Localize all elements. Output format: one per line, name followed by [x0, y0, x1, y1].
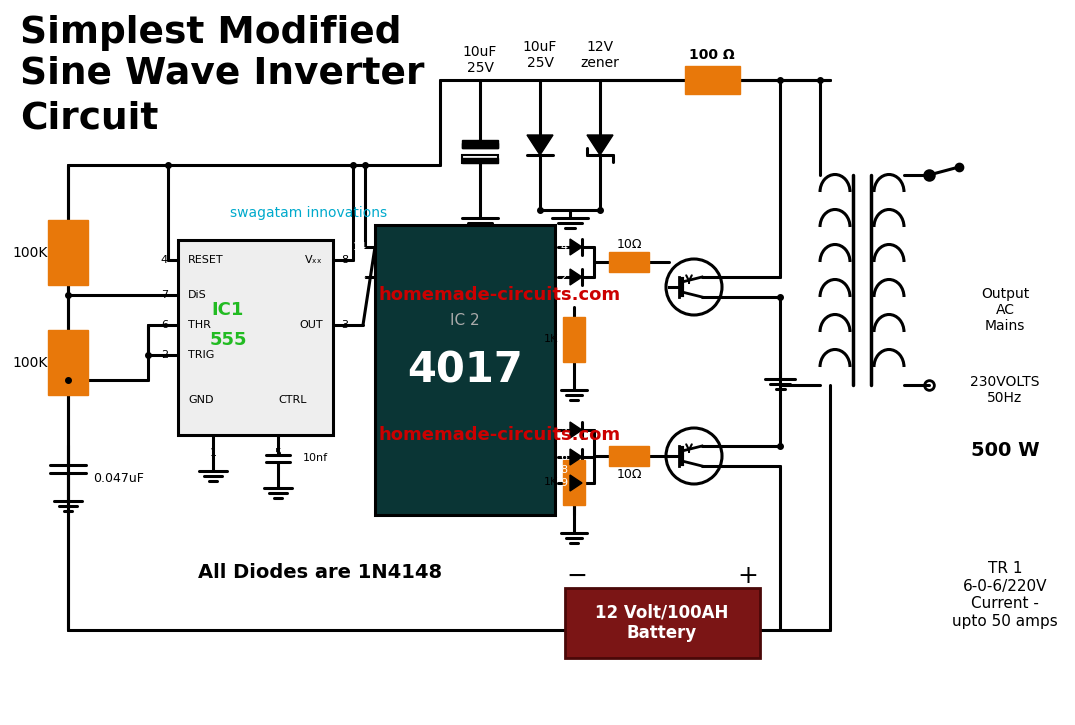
Text: 230VOLTS
50Hz: 230VOLTS 50Hz	[971, 375, 1040, 405]
Text: 100K: 100K	[12, 246, 47, 260]
Bar	[462, 155, 498, 163]
Text: 5: 5	[560, 425, 567, 435]
Text: homemade-circuits.com: homemade-circuits.com	[379, 286, 621, 304]
Bar	[610, 446, 649, 466]
Text: 8: 8	[341, 255, 348, 265]
Text: +: +	[737, 564, 759, 588]
Text: 100 Ω: 100 Ω	[689, 48, 735, 62]
Text: 15: 15	[353, 445, 367, 455]
Bar	[610, 252, 649, 272]
Text: 10Ω: 10Ω	[616, 468, 642, 481]
Text: 7: 7	[161, 290, 168, 300]
Bar	[48, 220, 88, 285]
Text: 12V
zener: 12V zener	[580, 40, 619, 70]
Text: 500 W: 500 W	[971, 441, 1040, 460]
Text: Output
AC
Mains: Output AC Mains	[980, 287, 1029, 334]
Text: −: −	[567, 564, 588, 588]
Text: IC1: IC1	[212, 301, 244, 319]
Bar	[462, 143, 498, 148]
Text: 16: 16	[353, 272, 367, 282]
Text: Simplest Modified: Simplest Modified	[20, 15, 401, 51]
Text: RESET: RESET	[188, 255, 224, 265]
Text: Vₓₓ: Vₓₓ	[305, 255, 322, 265]
Polygon shape	[570, 239, 582, 255]
Text: 1K: 1K	[544, 334, 558, 344]
Text: 6: 6	[560, 452, 567, 462]
Polygon shape	[570, 422, 582, 438]
Text: 10uF
25V: 10uF 25V	[522, 40, 557, 70]
Bar	[375, 225, 555, 515]
Text: homemade-circuits.com: homemade-circuits.com	[379, 426, 621, 444]
Text: 0.047uF: 0.047uF	[94, 473, 144, 486]
Text: 5: 5	[274, 448, 282, 458]
Text: 14: 14	[353, 242, 367, 252]
Text: TRIG: TRIG	[188, 350, 214, 360]
Polygon shape	[570, 449, 582, 465]
Text: TR 1
6-0-6/220V
Current -
upto 50 amps: TR 1 6-0-6/220V Current - upto 50 amps	[952, 561, 1058, 629]
Bar	[563, 317, 585, 362]
Text: IC 2: IC 2	[450, 312, 479, 328]
Text: 12 Volt/100AH
Battery: 12 Volt/100AH Battery	[596, 604, 729, 642]
Text: Circuit: Circuit	[20, 100, 158, 136]
Text: DiS: DiS	[188, 290, 206, 300]
Text: swagatam innovations: swagatam innovations	[230, 206, 387, 220]
Text: 2: 2	[560, 272, 568, 282]
Polygon shape	[570, 475, 582, 491]
Text: CTRL: CTRL	[278, 395, 306, 405]
Text: 2: 2	[161, 350, 168, 360]
Text: 1: 1	[210, 448, 216, 458]
Bar	[462, 158, 498, 163]
Bar	[685, 66, 740, 94]
Bar	[48, 330, 88, 395]
Text: 10uF
25V: 10uF 25V	[463, 45, 497, 75]
Text: 4: 4	[560, 242, 568, 252]
Text: THR: THR	[188, 320, 211, 330]
Bar	[462, 140, 498, 148]
Text: 9: 9	[560, 478, 568, 488]
Text: 6: 6	[161, 320, 168, 330]
Text: OUT: OUT	[299, 320, 322, 330]
Text: 4017: 4017	[407, 349, 522, 391]
Text: 10Ω: 10Ω	[616, 238, 642, 251]
Text: GND: GND	[188, 395, 214, 405]
Polygon shape	[527, 135, 553, 155]
Text: Sine Wave Inverter: Sine Wave Inverter	[20, 55, 425, 91]
Bar	[178, 240, 333, 435]
Text: 10nf: 10nf	[303, 453, 328, 463]
Text: 7: 7	[560, 302, 568, 312]
Polygon shape	[587, 135, 613, 155]
Text: 3: 3	[341, 320, 348, 330]
Text: 1K: 1K	[544, 477, 558, 487]
Text: 100K: 100K	[12, 356, 47, 370]
Text: 8: 8	[560, 465, 568, 475]
Text: 13: 13	[353, 478, 367, 488]
Bar	[563, 460, 585, 505]
Text: 4: 4	[161, 255, 168, 265]
Bar	[565, 588, 760, 658]
Text: All Diodes are 1N4148: All Diodes are 1N4148	[198, 563, 442, 581]
Polygon shape	[570, 269, 582, 285]
Text: 555: 555	[210, 331, 247, 349]
